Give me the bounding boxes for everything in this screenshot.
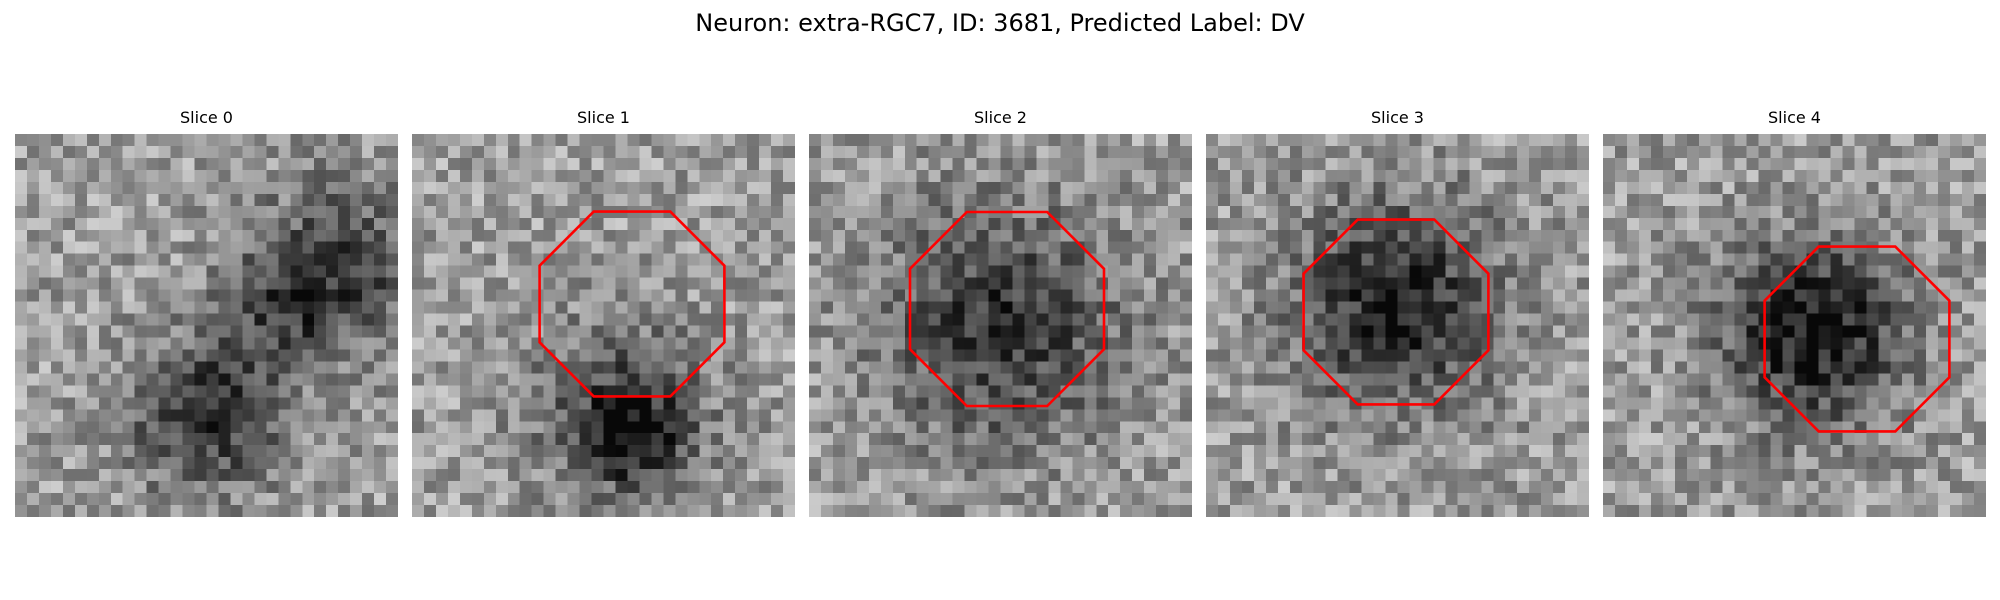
slice-image [1603,134,1986,517]
slice-title: Slice 3 [1371,108,1424,127]
pixel-grid [15,134,398,517]
pixel-grid [412,134,795,517]
slice-panel-0: Slice 0 [15,108,398,517]
slice-title: Slice 0 [180,108,233,127]
slice-image-svg [1603,134,1986,517]
slice-title: Slice 2 [974,108,1027,127]
pixel-grid [1603,134,1986,517]
slice-panel-2: Slice 2 [809,108,1192,517]
slice-image [15,134,398,517]
pixel-grid [1206,134,1589,517]
slice-title: Slice 4 [1768,108,1821,127]
slice-panel-3: Slice 3 [1206,108,1589,517]
slice-image-svg [412,134,795,517]
roi-outline [908,210,1106,408]
slice-title: Slice 1 [577,108,630,127]
slice-image [1206,134,1589,517]
slice-image-svg [1206,134,1589,517]
slice-image [412,134,795,517]
roi-outline [1302,218,1490,406]
figure-title: Neuron: extra-RGC7, ID: 3681, Predicted … [695,9,1305,37]
slice-panel-1: Slice 1 [412,108,795,517]
slice-panel-4: Slice 4 [1603,108,1986,517]
slice-image-svg [15,134,398,517]
slice-image-svg [809,134,1192,517]
roi-outline [538,210,726,398]
slice-image [809,134,1192,517]
pixel-grid [809,134,1192,517]
roi-outline [1763,245,1951,433]
